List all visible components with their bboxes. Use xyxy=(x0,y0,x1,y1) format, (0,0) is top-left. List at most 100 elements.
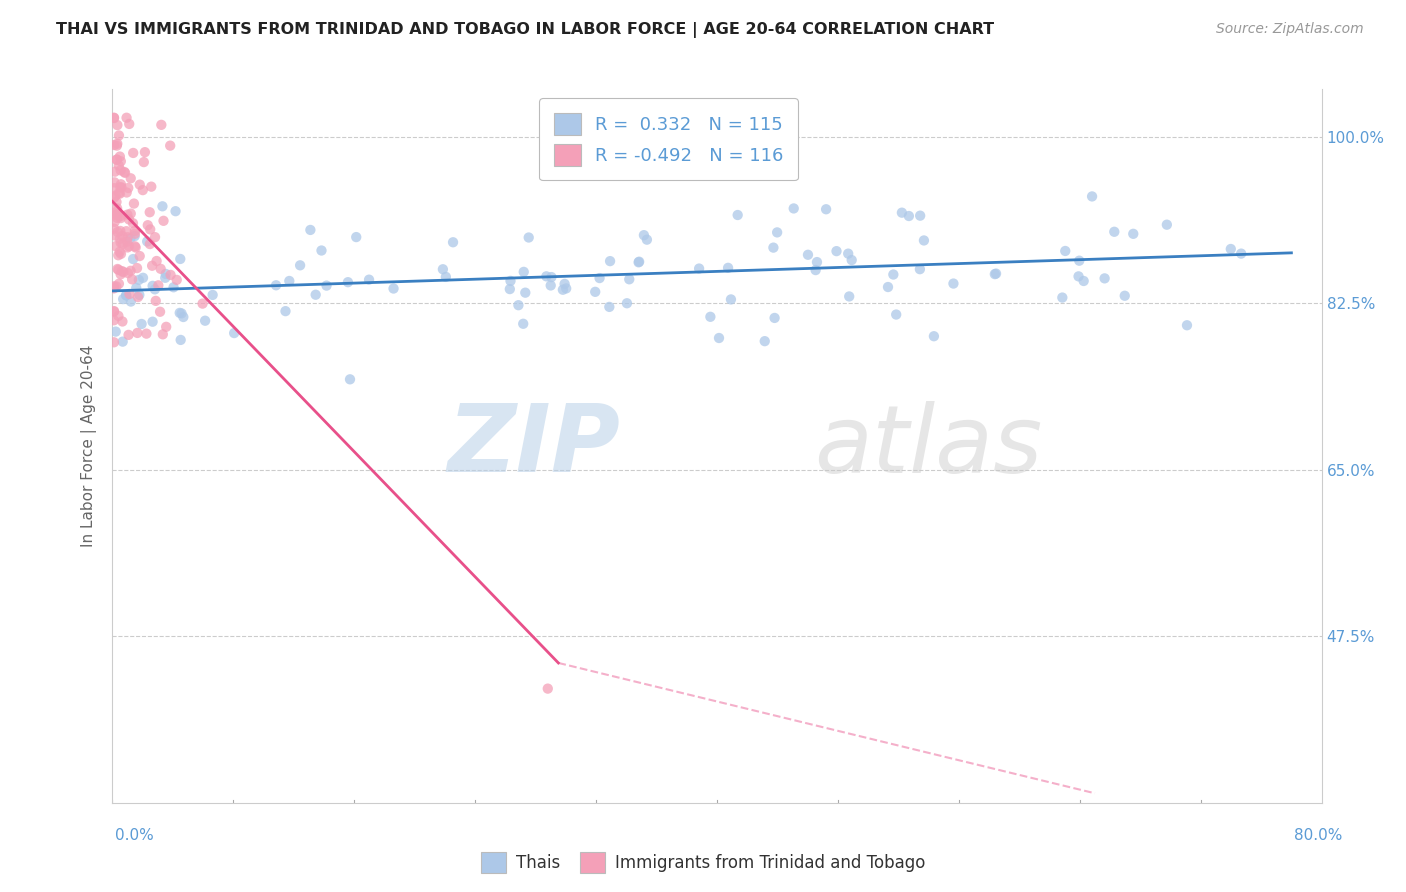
Point xyxy=(1067,269,1090,284)
Point xyxy=(1219,242,1241,256)
Point xyxy=(299,223,322,237)
Point xyxy=(166,273,188,287)
Text: atlas: atlas xyxy=(814,401,1042,491)
Point xyxy=(172,310,194,324)
Point xyxy=(141,179,163,194)
Point xyxy=(110,180,132,194)
Point xyxy=(551,283,574,297)
Point xyxy=(143,230,166,244)
Point xyxy=(1073,274,1095,288)
Point xyxy=(707,331,730,345)
Point xyxy=(122,216,145,230)
Point xyxy=(357,273,380,287)
Point xyxy=(105,194,128,209)
Point xyxy=(110,209,132,223)
Point xyxy=(1122,227,1144,241)
Point xyxy=(170,306,193,320)
Point xyxy=(127,290,149,304)
Point xyxy=(922,329,945,343)
Point xyxy=(890,205,912,219)
Point xyxy=(103,313,125,327)
Point xyxy=(110,211,132,225)
Point xyxy=(766,226,789,240)
Point xyxy=(636,233,658,247)
Point xyxy=(194,314,217,328)
Point xyxy=(515,285,537,300)
Point xyxy=(118,287,141,301)
Point xyxy=(162,280,184,294)
Point xyxy=(108,244,131,259)
Point xyxy=(112,265,135,279)
Point xyxy=(110,235,132,250)
Point xyxy=(1054,244,1077,258)
Point xyxy=(115,111,138,125)
Point xyxy=(103,335,125,350)
Point xyxy=(134,145,156,160)
Point xyxy=(136,235,159,249)
Point xyxy=(169,252,191,266)
Point xyxy=(512,317,534,331)
Point xyxy=(315,278,337,293)
Point xyxy=(115,235,138,249)
Point xyxy=(121,272,143,286)
Point xyxy=(536,269,558,284)
Point xyxy=(882,268,904,282)
Point xyxy=(441,235,464,250)
Legend: R =  0.332   N = 115, R = -0.492   N = 116: R = 0.332 N = 115, R = -0.492 N = 116 xyxy=(540,98,799,180)
Point xyxy=(107,248,129,262)
Point xyxy=(132,155,155,169)
Point xyxy=(155,267,177,281)
Point xyxy=(1094,271,1116,285)
Point xyxy=(583,285,606,299)
Point xyxy=(115,224,138,238)
Point xyxy=(103,191,125,205)
Point xyxy=(305,287,328,301)
Point xyxy=(382,281,405,295)
Point xyxy=(104,325,127,339)
Point xyxy=(159,268,181,282)
Point xyxy=(110,180,132,194)
Point xyxy=(1114,289,1136,303)
Point xyxy=(152,199,174,213)
Point xyxy=(627,255,650,269)
Point xyxy=(103,111,125,125)
Point xyxy=(107,262,129,277)
Point xyxy=(619,272,641,286)
Point xyxy=(117,208,139,222)
Point xyxy=(115,288,138,302)
Point xyxy=(117,327,139,342)
Point xyxy=(311,244,333,258)
Point xyxy=(288,258,311,272)
Point xyxy=(508,298,530,312)
Point xyxy=(897,209,920,223)
Point xyxy=(143,282,166,296)
Point xyxy=(107,262,129,277)
Point xyxy=(104,228,127,243)
Point xyxy=(103,138,125,153)
Point xyxy=(344,230,367,244)
Point xyxy=(540,270,562,285)
Point xyxy=(1230,246,1253,260)
Point xyxy=(120,206,142,220)
Point xyxy=(105,138,128,153)
Point xyxy=(762,241,785,255)
Point xyxy=(104,188,127,202)
Point xyxy=(1069,253,1091,268)
Point xyxy=(135,326,157,341)
Point xyxy=(908,262,931,277)
Point xyxy=(555,281,578,295)
Point xyxy=(124,239,146,253)
Point xyxy=(120,294,142,309)
Point xyxy=(145,254,167,268)
Point xyxy=(499,274,522,288)
Point xyxy=(132,270,155,285)
Point xyxy=(825,244,848,259)
Point xyxy=(118,239,141,253)
Point xyxy=(125,281,148,295)
Point xyxy=(108,186,131,201)
Point xyxy=(108,186,131,200)
Point xyxy=(165,204,187,219)
Point xyxy=(107,225,129,239)
Point xyxy=(841,253,863,268)
Point xyxy=(145,293,167,308)
